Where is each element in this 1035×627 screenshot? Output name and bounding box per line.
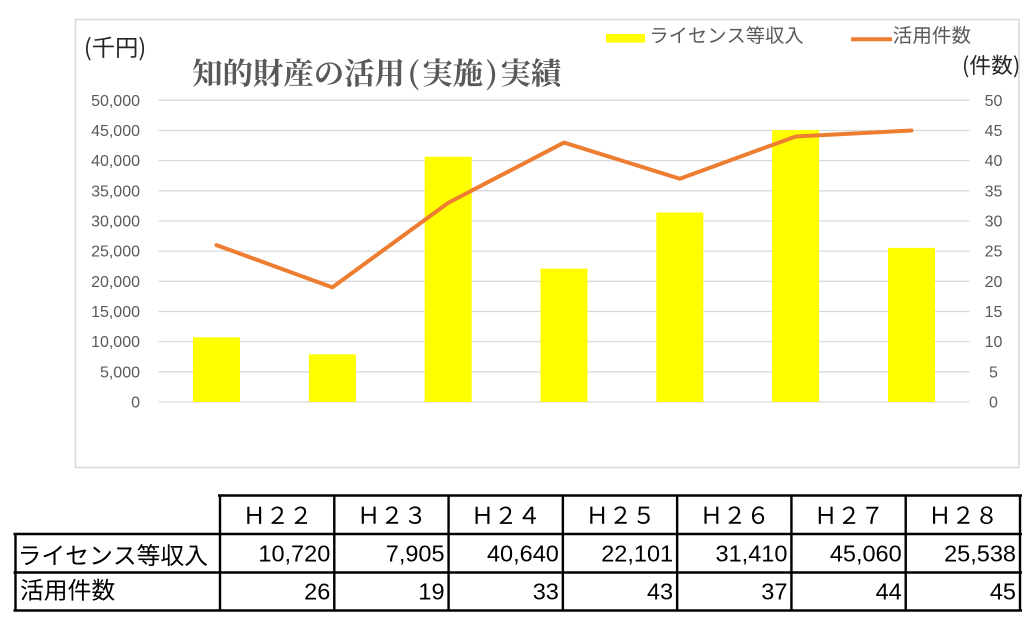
svg-text:30,000: 30,000 [91,213,140,230]
svg-text:0: 0 [989,395,998,412]
svg-text:0: 0 [131,395,140,412]
svg-text:50: 50 [985,93,1003,110]
svg-text:20,000: 20,000 [91,274,140,291]
svg-text:19: 19 [418,579,444,605]
svg-text:37: 37 [761,579,787,605]
svg-text:44: 44 [876,579,902,605]
svg-text:30: 30 [985,213,1003,230]
svg-text:31,410: 31,410 [716,540,788,566]
svg-text:40,000: 40,000 [91,153,140,170]
svg-text:10,000: 10,000 [91,334,140,351]
svg-text:35: 35 [985,183,1003,200]
svg-text:35,000: 35,000 [91,183,140,200]
svg-text:45: 45 [990,579,1016,605]
svg-text:20: 20 [985,274,1003,291]
svg-text:15: 15 [985,304,1003,321]
svg-text:50,000: 50,000 [91,93,140,110]
svg-text:15,000: 15,000 [91,304,140,321]
svg-text:33: 33 [533,579,559,605]
svg-text:45: 45 [985,123,1003,140]
svg-text:25,538: 25,538 [944,540,1016,566]
svg-text:45,060: 45,060 [830,540,902,566]
svg-text:5: 5 [989,364,998,381]
svg-text:40: 40 [985,153,1003,170]
svg-text:26: 26 [304,579,330,605]
svg-text:45,000: 45,000 [91,123,140,140]
svg-text:25: 25 [985,244,1003,261]
svg-text:22,101: 22,101 [601,540,673,566]
svg-text:40,640: 40,640 [487,540,559,566]
svg-text:25,000: 25,000 [91,244,140,261]
svg-text:5,000: 5,000 [100,364,140,381]
svg-text:43: 43 [647,579,673,605]
svg-text:7,905: 7,905 [386,540,445,566]
svg-text:10,720: 10,720 [258,540,330,566]
svg-text:10: 10 [985,334,1003,351]
